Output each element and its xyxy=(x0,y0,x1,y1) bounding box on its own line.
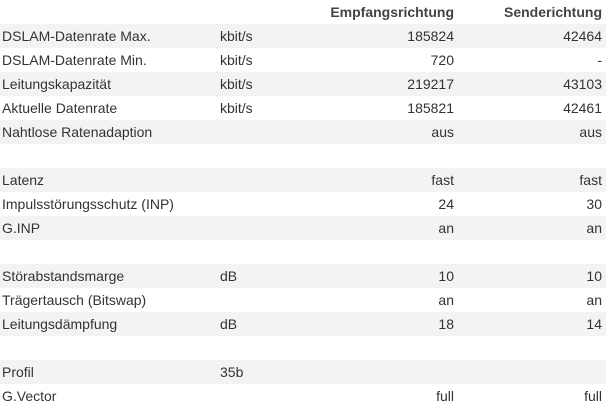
header-row: Empfangsrichtung Senderichtung xyxy=(0,0,606,24)
table-row: Profil 35b xyxy=(0,360,606,384)
table-row: Latenz fast fast xyxy=(0,168,606,192)
cell-label: G.INP xyxy=(2,220,41,236)
cell-down: 10 xyxy=(438,268,454,284)
cell-unit: kbit/s xyxy=(220,76,253,92)
cell-unit: kbit/s xyxy=(220,28,253,44)
table-row: Nahtlose Ratenadaption aus aus xyxy=(0,120,606,144)
cell-label: Nahtlose Ratenadaption xyxy=(2,124,153,140)
cell-down: 219217 xyxy=(407,76,454,92)
spacer-row xyxy=(0,336,606,360)
cell-down: an xyxy=(438,220,454,236)
cell-label: Latenz xyxy=(2,172,45,188)
column-header: Senderichtung xyxy=(503,4,602,20)
cell-up: - xyxy=(597,52,602,68)
cell-label: Störabstandsmarge xyxy=(2,268,125,284)
cell-unit: 35b xyxy=(220,364,244,380)
cell-down: aus xyxy=(431,124,454,140)
spacer-row xyxy=(0,240,606,264)
table-row: Aktuelle Datenrate kbit/s 185821 42461 xyxy=(0,96,606,120)
cell-up: 10 xyxy=(586,268,602,284)
cell-up: 30 xyxy=(586,196,602,212)
cell-label: G.Vector xyxy=(2,388,57,404)
table-row: Leitungskapazität kbit/s 219217 43103 xyxy=(0,72,606,96)
cell-label: Aktuelle Datenrate xyxy=(2,100,118,116)
cell-up: aus xyxy=(579,124,602,140)
cell-down: full xyxy=(436,388,454,404)
cell-down: 185824 xyxy=(407,28,454,44)
cell-up: an xyxy=(586,292,602,308)
cell-up: 42464 xyxy=(563,28,602,44)
cell-unit: kbit/s xyxy=(220,52,253,68)
cell-label: Profil xyxy=(2,364,34,380)
cell-up: full xyxy=(584,388,602,404)
table-row: Impulsstörungsschutz (INP) 24 30 xyxy=(0,192,606,216)
cell-label: Leitungsdämpfung xyxy=(2,316,118,332)
cell-up: an xyxy=(586,220,602,236)
cell-label: Impulsstörungsschutz (INP) xyxy=(2,196,174,212)
table-row: Störabstandsmarge dB 10 10 xyxy=(0,264,606,288)
cell-down: 185821 xyxy=(407,100,454,116)
table-row: DSLAM-Datenrate Max. kbit/s 185824 42464 xyxy=(0,24,606,48)
table-row: Leitungsdämpfung dB 18 14 xyxy=(0,312,606,336)
cell-down: an xyxy=(438,292,454,308)
cell-unit: dB xyxy=(220,316,238,332)
cell-up: 14 xyxy=(586,316,602,332)
cell-unit: dB xyxy=(220,268,238,284)
cell-label: Leitungskapazität xyxy=(2,76,111,92)
cell-up: fast xyxy=(579,172,602,188)
cell-down: 24 xyxy=(438,196,454,212)
column-header: Empfangsrichtung xyxy=(330,4,454,20)
table-row: Trägertausch (Bitswap) an an xyxy=(0,288,606,312)
cell-down: 720 xyxy=(430,52,454,68)
table-row: DSLAM-Datenrate Min. kbit/s 720 - xyxy=(0,48,606,72)
cell-unit: kbit/s xyxy=(220,100,253,116)
cell-label: DSLAM-Datenrate Min. xyxy=(2,52,147,68)
cell-up: 42461 xyxy=(563,100,602,116)
cell-up: 43103 xyxy=(563,76,602,92)
cell-down: fast xyxy=(431,172,454,188)
table-row: G.Vector full full xyxy=(0,384,606,408)
cell-down: 18 xyxy=(438,316,454,332)
cell-label: Trägertausch (Bitswap) xyxy=(2,292,147,308)
cell-label: DSLAM-Datenrate Max. xyxy=(2,28,151,44)
spacer-row xyxy=(0,144,606,168)
table-row: G.INP an an xyxy=(0,216,606,240)
